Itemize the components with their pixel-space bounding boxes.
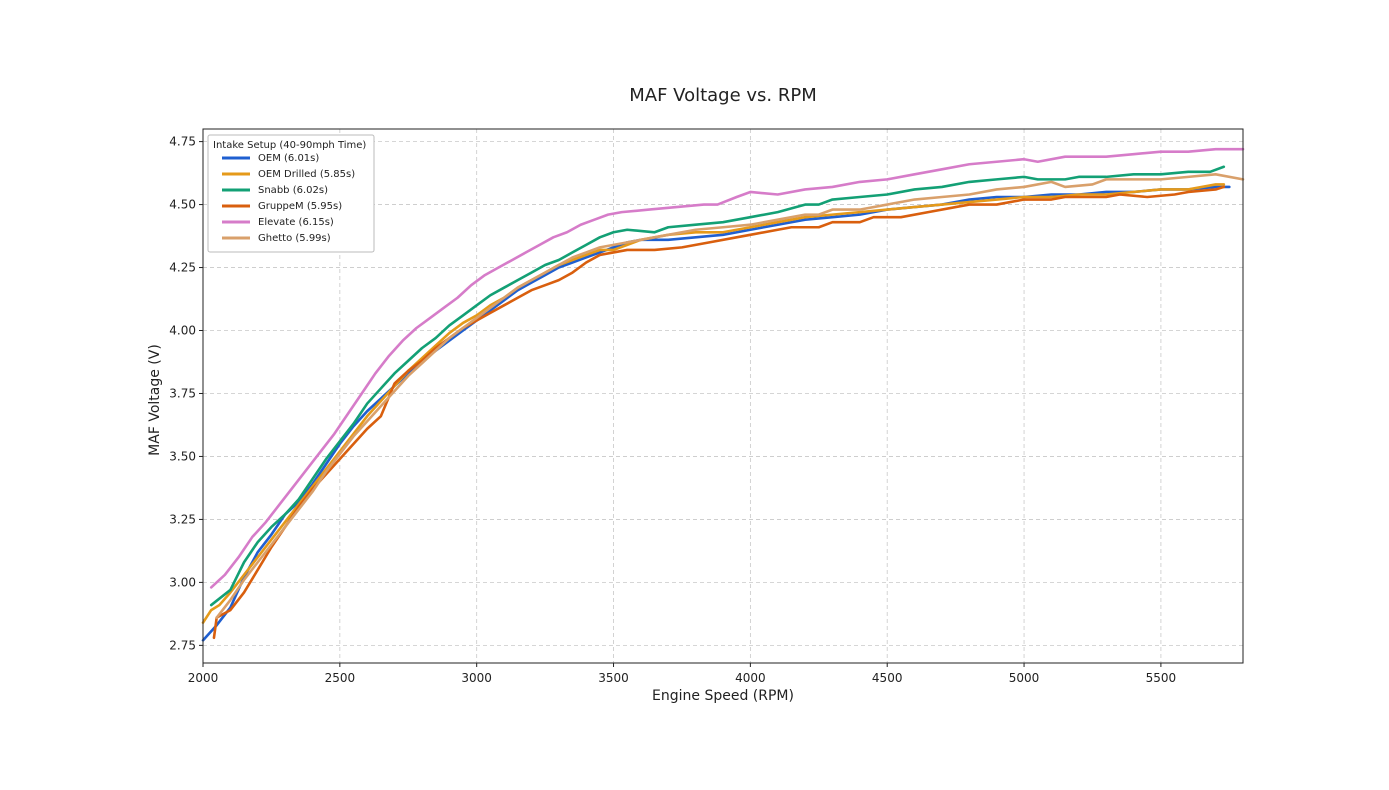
series-line-3 [212,185,1226,640]
x-tick-label: 3000 [461,671,492,685]
x-tick-label: 2000 [188,671,219,685]
legend-label: Ghetto (5.99s) [258,233,331,244]
legend-label: GruppeM (5.95s) [258,201,342,212]
y-tick-label: 2.75 [169,638,196,652]
x-axis-ticks: 2000 2500 3000 3500 4000 4500 5000 5500 [188,663,1176,685]
grid [202,129,1243,663]
series-line-2 [209,165,1226,607]
y-tick-label: 4.00 [169,324,196,338]
chart-title: MAF Voltage vs. RPM [629,85,817,106]
x-tick-label: 3500 [598,671,629,685]
series-lines [201,147,1245,642]
y-tick-label: 3.00 [169,575,196,589]
legend: Intake Setup (40-90mph Time) OEM (6.01s)… [207,134,375,253]
x-tick-label: 4500 [872,671,903,685]
legend-label: Snabb (6.02s) [258,185,328,196]
y-tick-label: 3.25 [169,512,196,526]
y-tick-label: 4.25 [169,261,196,275]
x-axis-label: Engine Speed (RPM) [652,688,794,704]
x-tick-label: 5000 [1009,671,1040,685]
x-tick-label: 2500 [325,671,356,685]
legend-label: OEM Drilled (5.85s) [258,169,355,180]
x-tick-label: 5500 [1146,671,1177,685]
legend-label: OEM (6.01s) [258,153,319,164]
legend-label: Elevate (6.15s) [258,217,334,228]
y-tick-label: 3.75 [169,386,196,400]
y-axis-label: MAF Voltage (V) [147,344,163,456]
y-tick-label: 4.75 [169,135,196,149]
y-tick-label: 3.50 [169,449,196,463]
series-line-4 [209,147,1245,589]
x-tick-label: 4000 [735,671,766,685]
y-tick-label: 4.50 [169,198,196,212]
series-line-0 [201,185,1231,642]
plot-frame [202,128,1244,664]
series-line-5 [215,173,1245,619]
y-axis-ticks: 2.75 3.00 3.25 3.50 3.75 4.00 4.25 4.50 4.75 [169,135,203,652]
legend-title: Intake Setup (40-90mph Time) [213,140,366,151]
